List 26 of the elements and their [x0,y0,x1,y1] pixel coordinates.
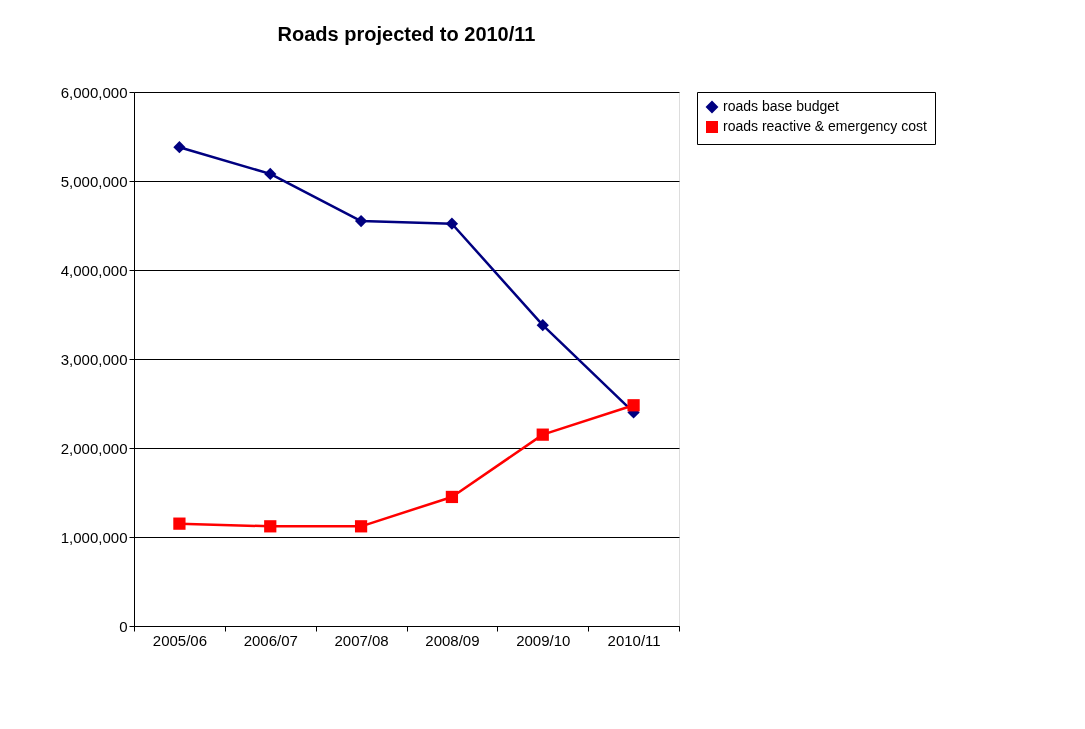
y-tick-label: 2,000,000 [60,439,128,457]
y-tick-label: 6,000,000 [60,83,128,101]
point [627,399,640,412]
point [445,490,459,504]
y-tick-label: 4,000,000 [60,261,128,279]
point [264,520,277,533]
legend-label: roads reactive & emergency cost [723,118,927,134]
point [536,319,549,332]
y-tick-label: 3,000,000 [60,350,128,368]
point [264,167,277,180]
y-tick-label: 0 [119,617,128,635]
point [536,428,549,441]
y-tick-label: 1,000,000 [60,528,128,546]
legend-label: roads base budget [723,98,840,114]
point [354,520,368,533]
x-tick-label: 2009/10 [516,631,571,649]
x-tick-label: 2007/08 [334,631,389,649]
chart-title: Roads projected to 2010/11 [277,23,536,45]
x-tick-label: 2006/07 [243,631,298,649]
x-tick-label: 2010/11 [607,631,661,649]
y-tick-label: 5,000,000 [60,172,128,190]
point [354,214,368,228]
x-tick-label: 2008/09 [425,631,480,649]
point [173,141,186,154]
x-tick-label: 2005/06 [152,631,208,649]
point [445,217,459,230]
